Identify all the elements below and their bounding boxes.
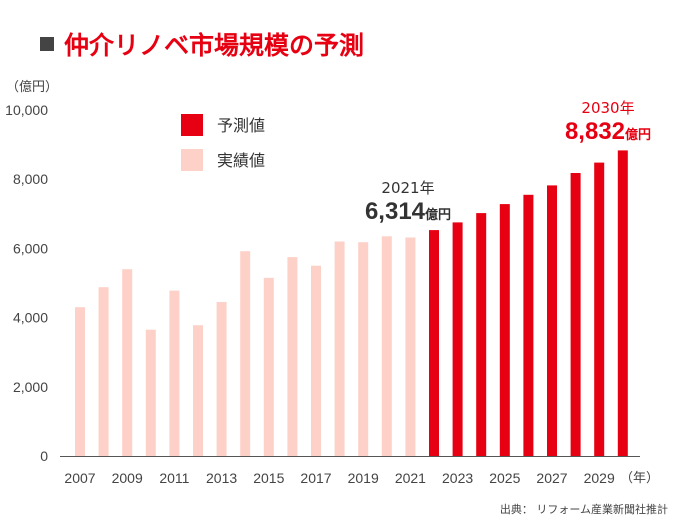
bar-actual-2015 [263, 277, 274, 456]
y-tick-label: 4,000 [13, 310, 48, 326]
legend-label-actual: 実績値 [217, 151, 265, 170]
bar-actual-2011 [169, 290, 180, 456]
chart-title: 仲介リノベ市場規模の予測 [64, 31, 365, 60]
y-tick-label: 8,000 [13, 171, 48, 187]
x-tick-label: 2013 [206, 470, 237, 486]
x-tick-label: 2019 [348, 470, 379, 486]
annotation-2030-year: 2030年 [581, 99, 634, 117]
bar-actual-2013 [216, 302, 227, 456]
x-tick-label: 2017 [300, 470, 331, 486]
bar-forecast-2027 [547, 185, 557, 456]
source-note: 出典： リフォーム産業新聞社推計 [500, 502, 668, 516]
bar-actual-2020 [381, 236, 392, 456]
y-tick-label: 0 [40, 448, 48, 464]
x-tick-label: 2027 [536, 470, 567, 486]
bar-actual-2021 [405, 237, 416, 456]
annotation-2030-unit: 億円 [625, 127, 651, 143]
bar-forecast-2030 [617, 150, 628, 456]
bar-actual-2010 [145, 329, 156, 456]
bar-actual-2018 [334, 241, 345, 456]
labels-group: 0 2,000 4,000 6,000 8,000 10,000 （億円） 2007 2009 2… [5, 79, 668, 516]
bar-actual-2016 [287, 257, 298, 456]
x-tick-label: 2007 [64, 470, 95, 486]
y-axis-unit: （億円） [6, 79, 58, 95]
x-tick-label: 2023 [442, 470, 473, 486]
bar-actual-2009 [122, 269, 133, 456]
bar-actual-2014 [240, 251, 251, 456]
title-bullet-square [40, 37, 54, 51]
x-tick-label: 2011 [159, 470, 189, 486]
x-tick-label: 2021 [395, 470, 426, 486]
bar-actual-2017 [311, 265, 321, 456]
y-tick-label: 2,000 [13, 379, 48, 395]
bar-forecast-2026 [523, 194, 534, 457]
x-tick-label: 2025 [489, 470, 520, 486]
bar-forecast-2028 [570, 173, 581, 456]
x-tick-label: 2015 [253, 470, 284, 486]
bar-actual-2007 [75, 307, 85, 456]
bar-forecast-2024 [476, 213, 487, 456]
legend-swatch-forecast [181, 114, 203, 136]
bars-group [75, 150, 628, 457]
annotation-2030-value: 8,832億円 [565, 118, 651, 145]
annotation-2021-unit: 億円 [425, 207, 451, 223]
x-tick-label: 2029 [584, 470, 615, 486]
y-tick-label: 6,000 [13, 240, 48, 256]
x-axis-unit: （年） [620, 471, 659, 486]
legend-label-forecast: 予測値 [217, 116, 265, 135]
annotation-2021-number: 6,314 [365, 198, 426, 225]
bar-forecast-2029 [594, 162, 605, 456]
annotation-2021-value: 6,314億円 [365, 198, 451, 225]
annotation-2021-year: 2021年 [381, 179, 434, 197]
bar-actual-2019 [358, 242, 369, 456]
annotation-2030-number: 8,832 [565, 118, 625, 145]
bar-actual-2012 [193, 325, 203, 456]
bar-forecast-2022 [429, 230, 439, 456]
y-tick-label: 10,000 [5, 102, 48, 118]
x-tick-label: 2009 [112, 470, 143, 486]
bar-forecast-2023 [452, 222, 463, 456]
bar-actual-2008 [98, 287, 109, 456]
legend-swatch-actual [181, 149, 203, 171]
bar-forecast-2025 [499, 204, 510, 456]
